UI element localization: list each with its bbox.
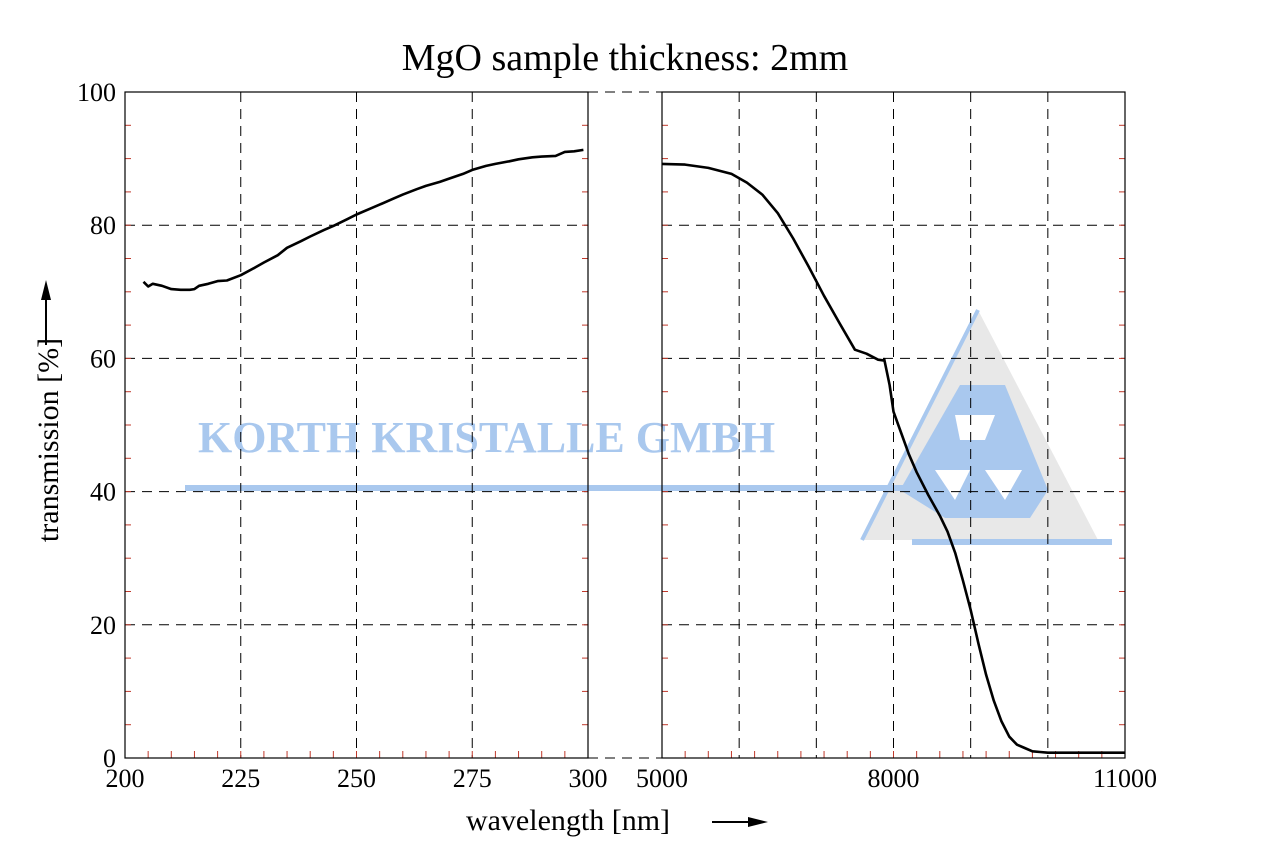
x-axis-label: wavelength [nm] — [466, 804, 670, 837]
watermark-text: KORTH KRISTALLE GMBH — [198, 413, 775, 462]
panel-uv: 200 225 250 275 300 — [106, 91, 608, 793]
series-line-uv — [142, 148, 584, 292]
plot-frame-uv — [124, 91, 589, 759]
x-tick-label: 5000 — [636, 764, 688, 793]
y-tick-label: 0 — [103, 744, 116, 773]
x-tick-label: 11000 — [1093, 764, 1157, 793]
watermark: KORTH KRISTALLE GMBH — [185, 309, 1112, 545]
watermark-outline — [860, 309, 980, 541]
plot-frame-ir — [661, 91, 1126, 759]
y-tick-label: 20 — [90, 611, 116, 640]
y-tick-label: 80 — [90, 211, 116, 240]
series-line-ir — [661, 162, 1125, 754]
panel-ir: 5000 8000 11000 — [636, 91, 1157, 793]
x-tick-label: 8000 — [868, 764, 920, 793]
watermark-base-bar — [912, 539, 1112, 545]
y-tick-label: 60 — [90, 344, 116, 373]
y-axis-label: transmission [%] — [32, 338, 65, 542]
y-axis-arrow — [41, 280, 51, 345]
y-ticks: 0 20 40 60 80 100 — [77, 78, 116, 773]
x-tick-label: 275 — [453, 764, 492, 793]
y-tick-label: 100 — [77, 78, 116, 107]
y-tick-label: 40 — [90, 478, 116, 507]
watermark-bar — [185, 485, 905, 491]
axis-break — [588, 91, 662, 759]
x-tick-label: 300 — [569, 764, 608, 793]
chart-title: MgO sample thickness: 2mm — [402, 37, 848, 79]
x-tick-label: 200 — [106, 764, 145, 793]
x-tick-label: 250 — [337, 764, 376, 793]
watermark-logo-cutouts — [935, 415, 1022, 500]
x-tick-label: 225 — [221, 764, 260, 793]
x-axis-arrow — [712, 817, 768, 827]
